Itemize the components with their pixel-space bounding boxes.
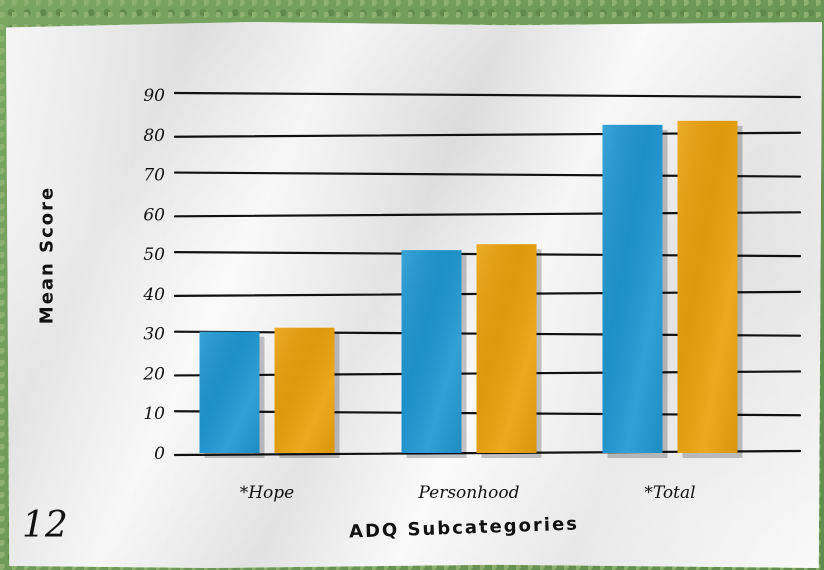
y-tick-label: 80 (143, 126, 165, 146)
bar-texture (274, 327, 335, 453)
y-axis-title: Mean Score (36, 185, 58, 325)
y-tick-label: 60 (143, 205, 165, 225)
grid-line (173, 91, 802, 99)
x-category-label: *Total (644, 483, 695, 503)
y-tick-label: 70 (143, 166, 165, 186)
bar-texture (602, 124, 663, 453)
x-category-label: *Hope (240, 483, 295, 503)
bar-texture (401, 250, 462, 453)
y-tick-labels: 0 10 20 30 40 50 60 70 80 90 (142, 86, 165, 464)
y-tick-label: 90 (143, 86, 165, 106)
page-number: 12 (22, 505, 68, 546)
bar-texture (199, 331, 260, 453)
y-tick-label: 30 (143, 325, 165, 345)
x-category-labels: *Hope Personhood *Total (240, 483, 696, 503)
bars (199, 120, 743, 459)
y-tick-label: 40 (142, 285, 165, 305)
bar-texture (476, 244, 537, 453)
y-tick-label: 0 (154, 444, 165, 464)
bar-texture (677, 120, 738, 453)
x-category-label: Personhood (417, 483, 519, 503)
y-tick-label: 20 (142, 364, 165, 384)
y-tick-label: 50 (143, 245, 165, 265)
y-tick-label: 10 (143, 404, 165, 424)
